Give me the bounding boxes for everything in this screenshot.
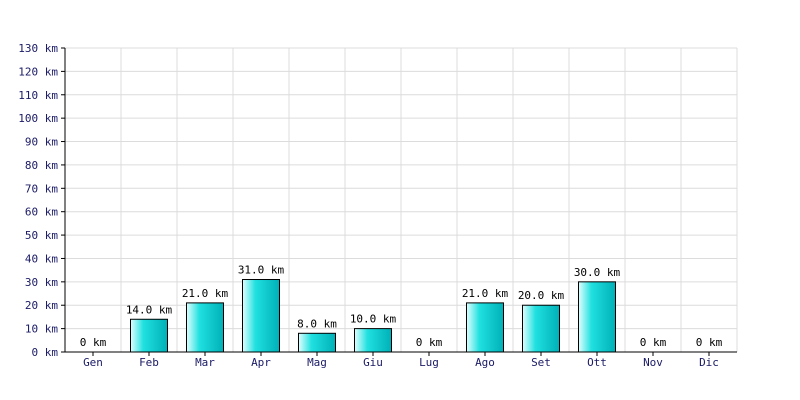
y-tick-label: 20 km	[25, 299, 58, 312]
y-tick-label: 130 km	[18, 42, 58, 55]
y-tick-label: 40 km	[25, 252, 58, 265]
bar-mar	[186, 302, 224, 353]
x-tick-label: Feb	[139, 356, 159, 369]
data-label: 31.0 km	[238, 264, 285, 277]
y-tick-label: 70 km	[25, 182, 58, 195]
bar-giu	[354, 328, 392, 353]
x-tick-label: Gen	[83, 356, 103, 369]
y-tick-label: 10 km	[25, 323, 58, 336]
x-tick-label: Lug	[419, 356, 439, 369]
x-tick-label: Mar	[195, 356, 215, 369]
x-tick-label: Set	[531, 356, 551, 369]
y-tick-label: 80 km	[25, 159, 58, 172]
axes	[61, 47, 737, 356]
x-tick-label: Apr	[251, 356, 271, 369]
y-axis-ticks: 0 km 10 km 20 km 30 km 40 km 50 km 60 km 70 km 8…	[18, 42, 58, 359]
data-label: 8.0 km	[297, 317, 337, 330]
data-label: 20.0 km	[518, 289, 565, 302]
bar-ago	[466, 302, 504, 353]
bar-feb	[130, 318, 168, 353]
data-label: 21.0 km	[182, 287, 229, 300]
y-tick-label: 110 km	[18, 89, 58, 102]
bar-apr	[242, 279, 280, 353]
x-tick-label: Dic	[699, 356, 719, 369]
x-tick-label: Ott	[587, 356, 607, 369]
data-label: 0 km	[640, 336, 667, 349]
data-label: 10.0 km	[350, 313, 397, 326]
y-tick-label: 60 km	[25, 206, 58, 219]
data-labels: 0 km 14.0 km 21.0 km 31.0 km 8.0 km 10.0 km 0 …	[80, 264, 723, 349]
data-label: 14.0 km	[126, 303, 173, 316]
y-tick-label: 100 km	[18, 112, 58, 125]
data-label: 0 km	[416, 336, 443, 349]
y-tick-label: 0 km	[32, 346, 59, 359]
data-label: 21.0 km	[462, 287, 509, 300]
grid	[65, 47, 738, 352]
data-label: 0 km	[80, 336, 107, 349]
y-tick-label: 120 km	[18, 65, 58, 78]
x-tick-label: Giu	[363, 356, 383, 369]
x-axis-ticks: Gen Feb Mar Apr Mag Giu Lug Ago Set Ott Nov Dic	[83, 356, 719, 369]
data-label: 0 km	[696, 336, 723, 349]
x-tick-label: Mag	[307, 356, 327, 369]
data-label: 30.0 km	[574, 266, 621, 279]
bar-mag	[298, 332, 336, 353]
y-tick-label: 50 km	[25, 229, 58, 242]
bar-ott	[578, 281, 616, 353]
x-tick-label: Ago	[475, 356, 495, 369]
bar-set	[522, 304, 560, 353]
y-tick-label: 30 km	[25, 276, 58, 289]
x-tick-label: Nov	[643, 356, 663, 369]
y-tick-label: 90 km	[25, 136, 58, 149]
